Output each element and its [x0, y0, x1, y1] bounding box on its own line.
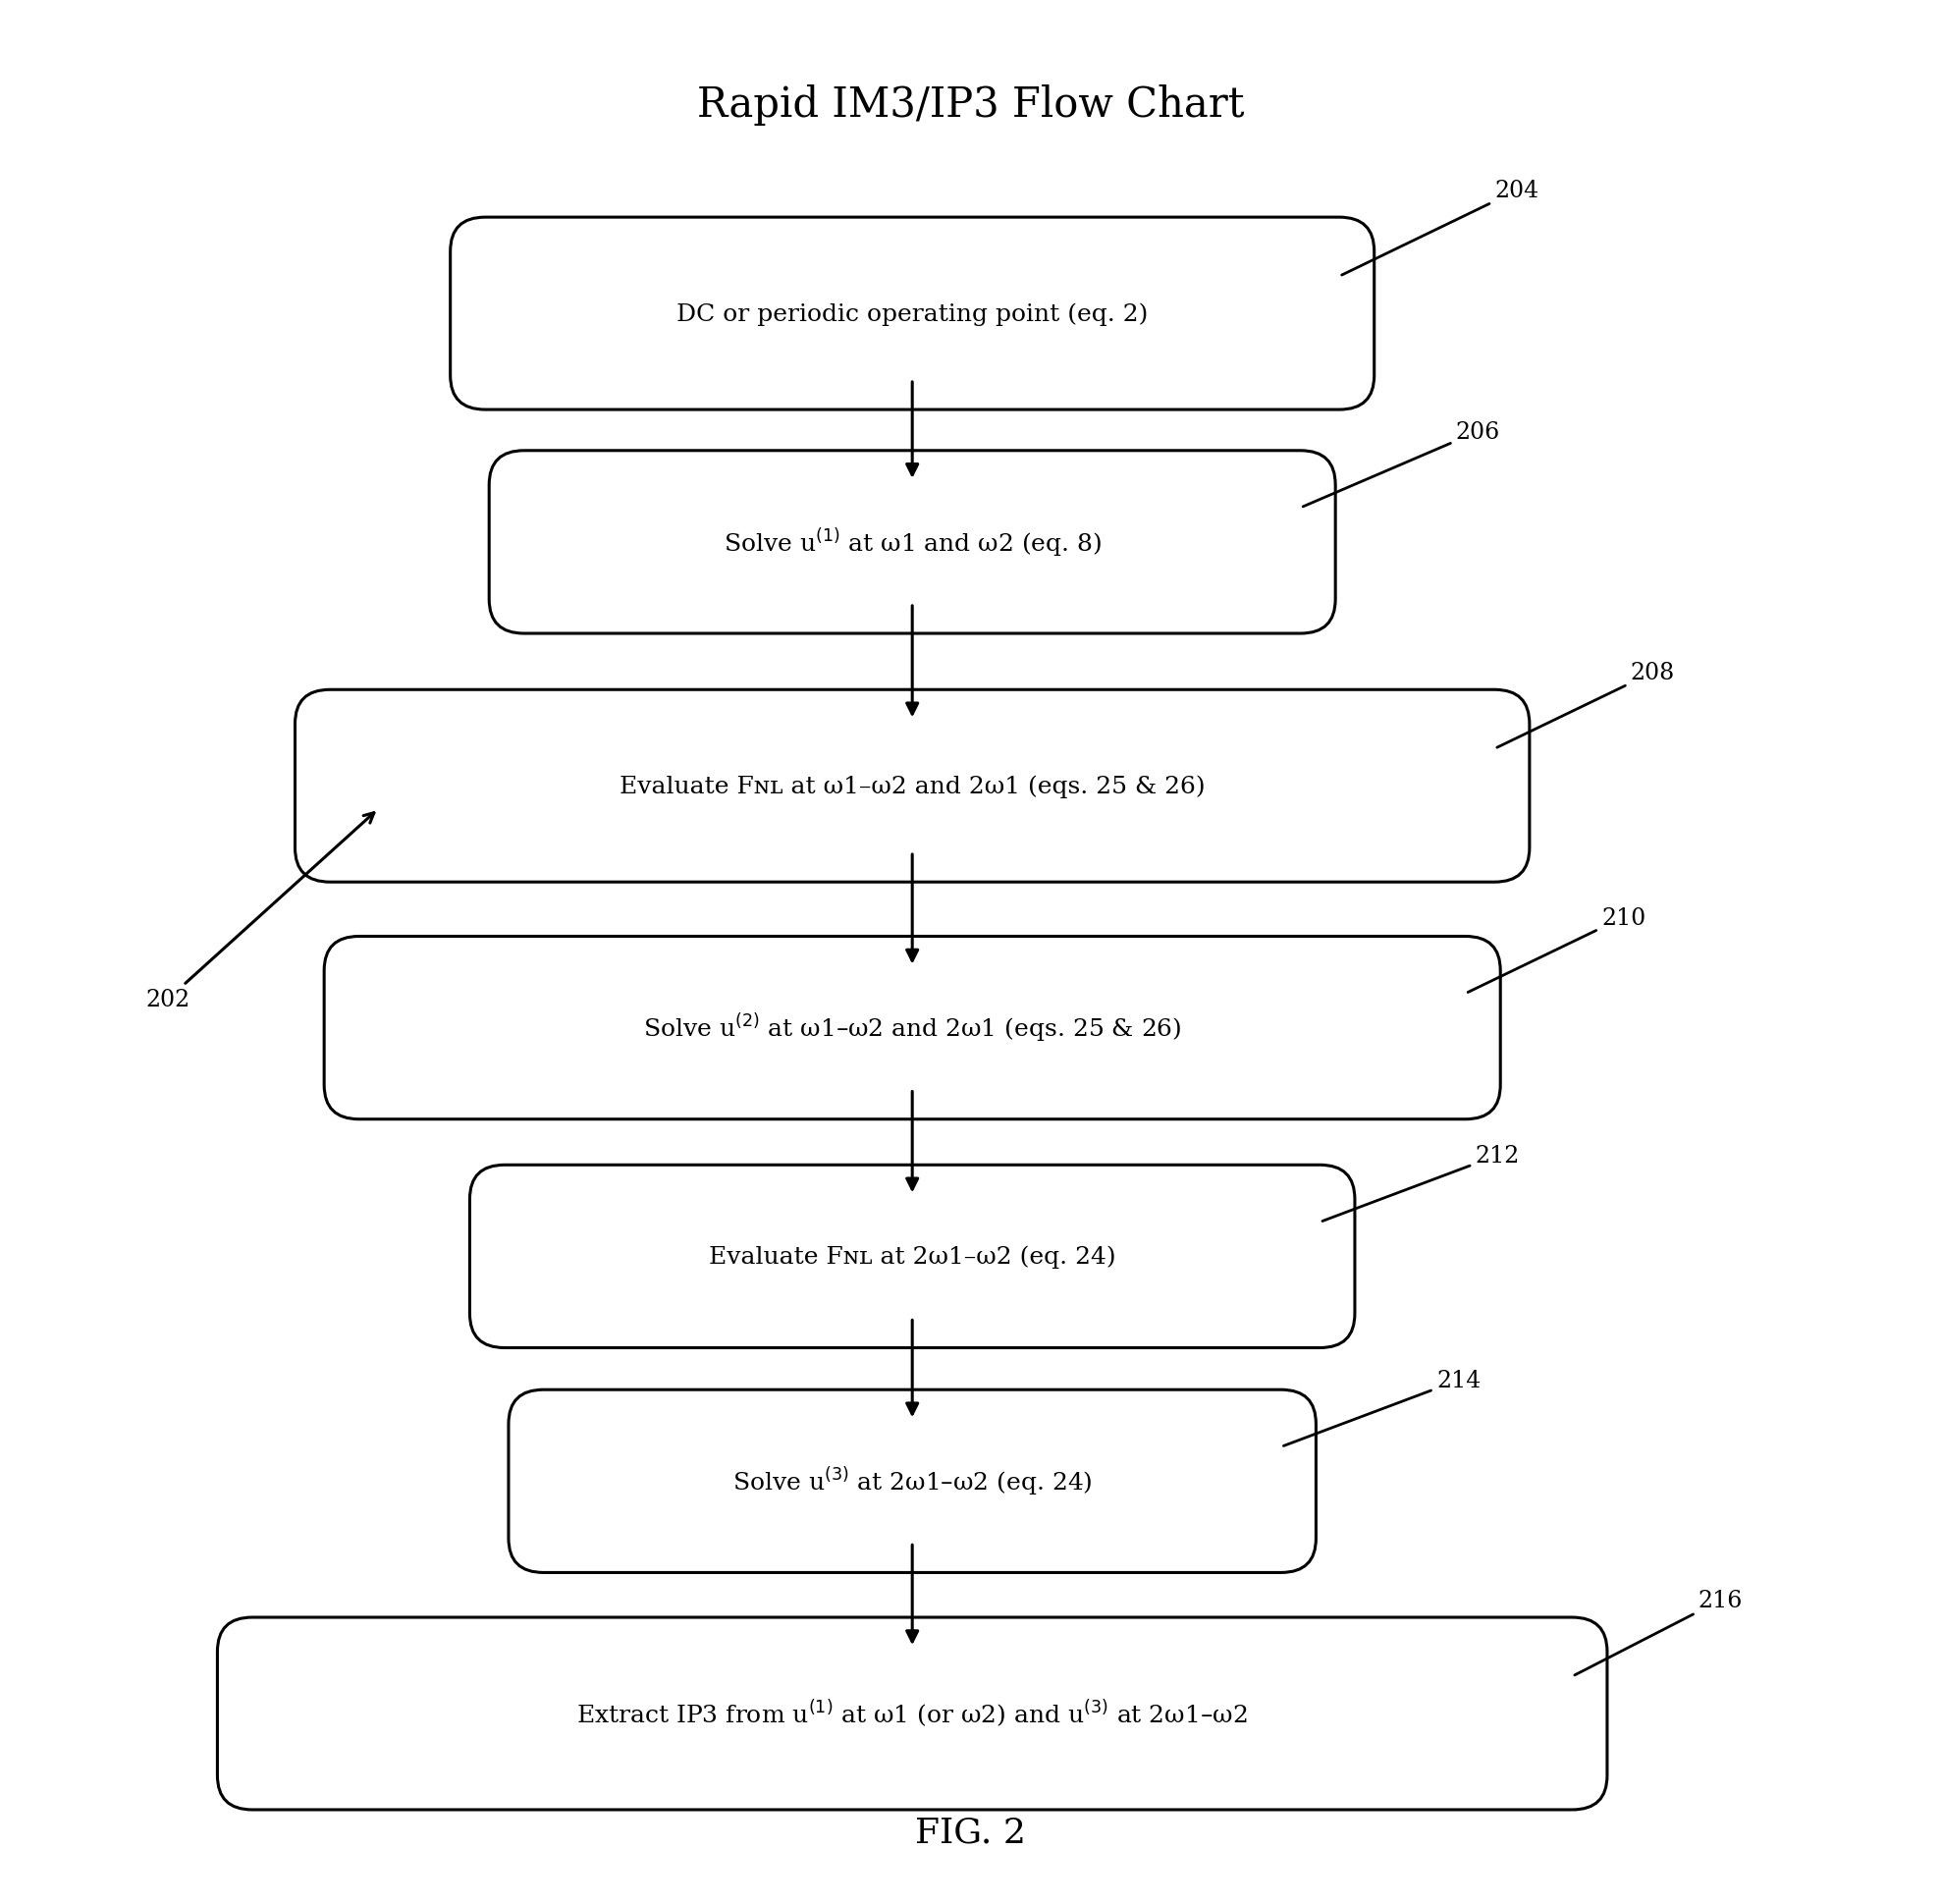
FancyBboxPatch shape [489, 451, 1335, 634]
FancyBboxPatch shape [217, 1616, 1607, 1809]
Text: Rapid IM3/IP3 Flow Chart: Rapid IM3/IP3 Flow Chart [697, 84, 1244, 126]
Text: Solve u$^{(1)}$ at ω1 and ω2 (eq. 8): Solve u$^{(1)}$ at ω1 and ω2 (eq. 8) [724, 526, 1101, 560]
Text: DC or periodic operating point (eq. 2): DC or periodic operating point (eq. 2) [677, 303, 1147, 326]
FancyBboxPatch shape [324, 937, 1500, 1120]
Text: Solve u$^{(2)}$ at ω1–ω2 and 2ω1 (eqs. 25 & 26): Solve u$^{(2)}$ at ω1–ω2 and 2ω1 (eqs. 2… [642, 1011, 1182, 1045]
Text: 206: 206 [1302, 421, 1500, 506]
Text: 204: 204 [1341, 181, 1539, 276]
Text: Evaluate Fɴʟ at ω1–ω2 and 2ω1 (eqs. 25 & 26): Evaluate Fɴʟ at ω1–ω2 and 2ω1 (eqs. 25 &… [619, 775, 1205, 798]
Text: 216: 216 [1574, 1590, 1743, 1676]
FancyBboxPatch shape [509, 1390, 1316, 1573]
FancyBboxPatch shape [450, 219, 1374, 411]
Text: 214: 214 [1283, 1369, 1481, 1445]
FancyBboxPatch shape [295, 691, 1530, 883]
FancyBboxPatch shape [470, 1165, 1355, 1348]
Text: 208: 208 [1497, 663, 1675, 748]
Text: Evaluate Fɴʟ at 2ω1–ω2 (eq. 24): Evaluate Fɴʟ at 2ω1–ω2 (eq. 24) [708, 1245, 1116, 1268]
Text: FIG. 2: FIG. 2 [914, 1815, 1027, 1849]
Text: 202: 202 [146, 813, 375, 1011]
Text: 212: 212 [1322, 1144, 1520, 1220]
Text: Extract IP3 from u$^{(1)}$ at ω1 (or ω2) and u$^{(3)}$ at 2ω1–ω2: Extract IP3 from u$^{(1)}$ at ω1 (or ω2)… [576, 1698, 1248, 1729]
Text: 210: 210 [1467, 906, 1646, 992]
Text: Solve u$^{(3)}$ at 2ω1–ω2 (eq. 24): Solve u$^{(3)}$ at 2ω1–ω2 (eq. 24) [732, 1464, 1093, 1498]
